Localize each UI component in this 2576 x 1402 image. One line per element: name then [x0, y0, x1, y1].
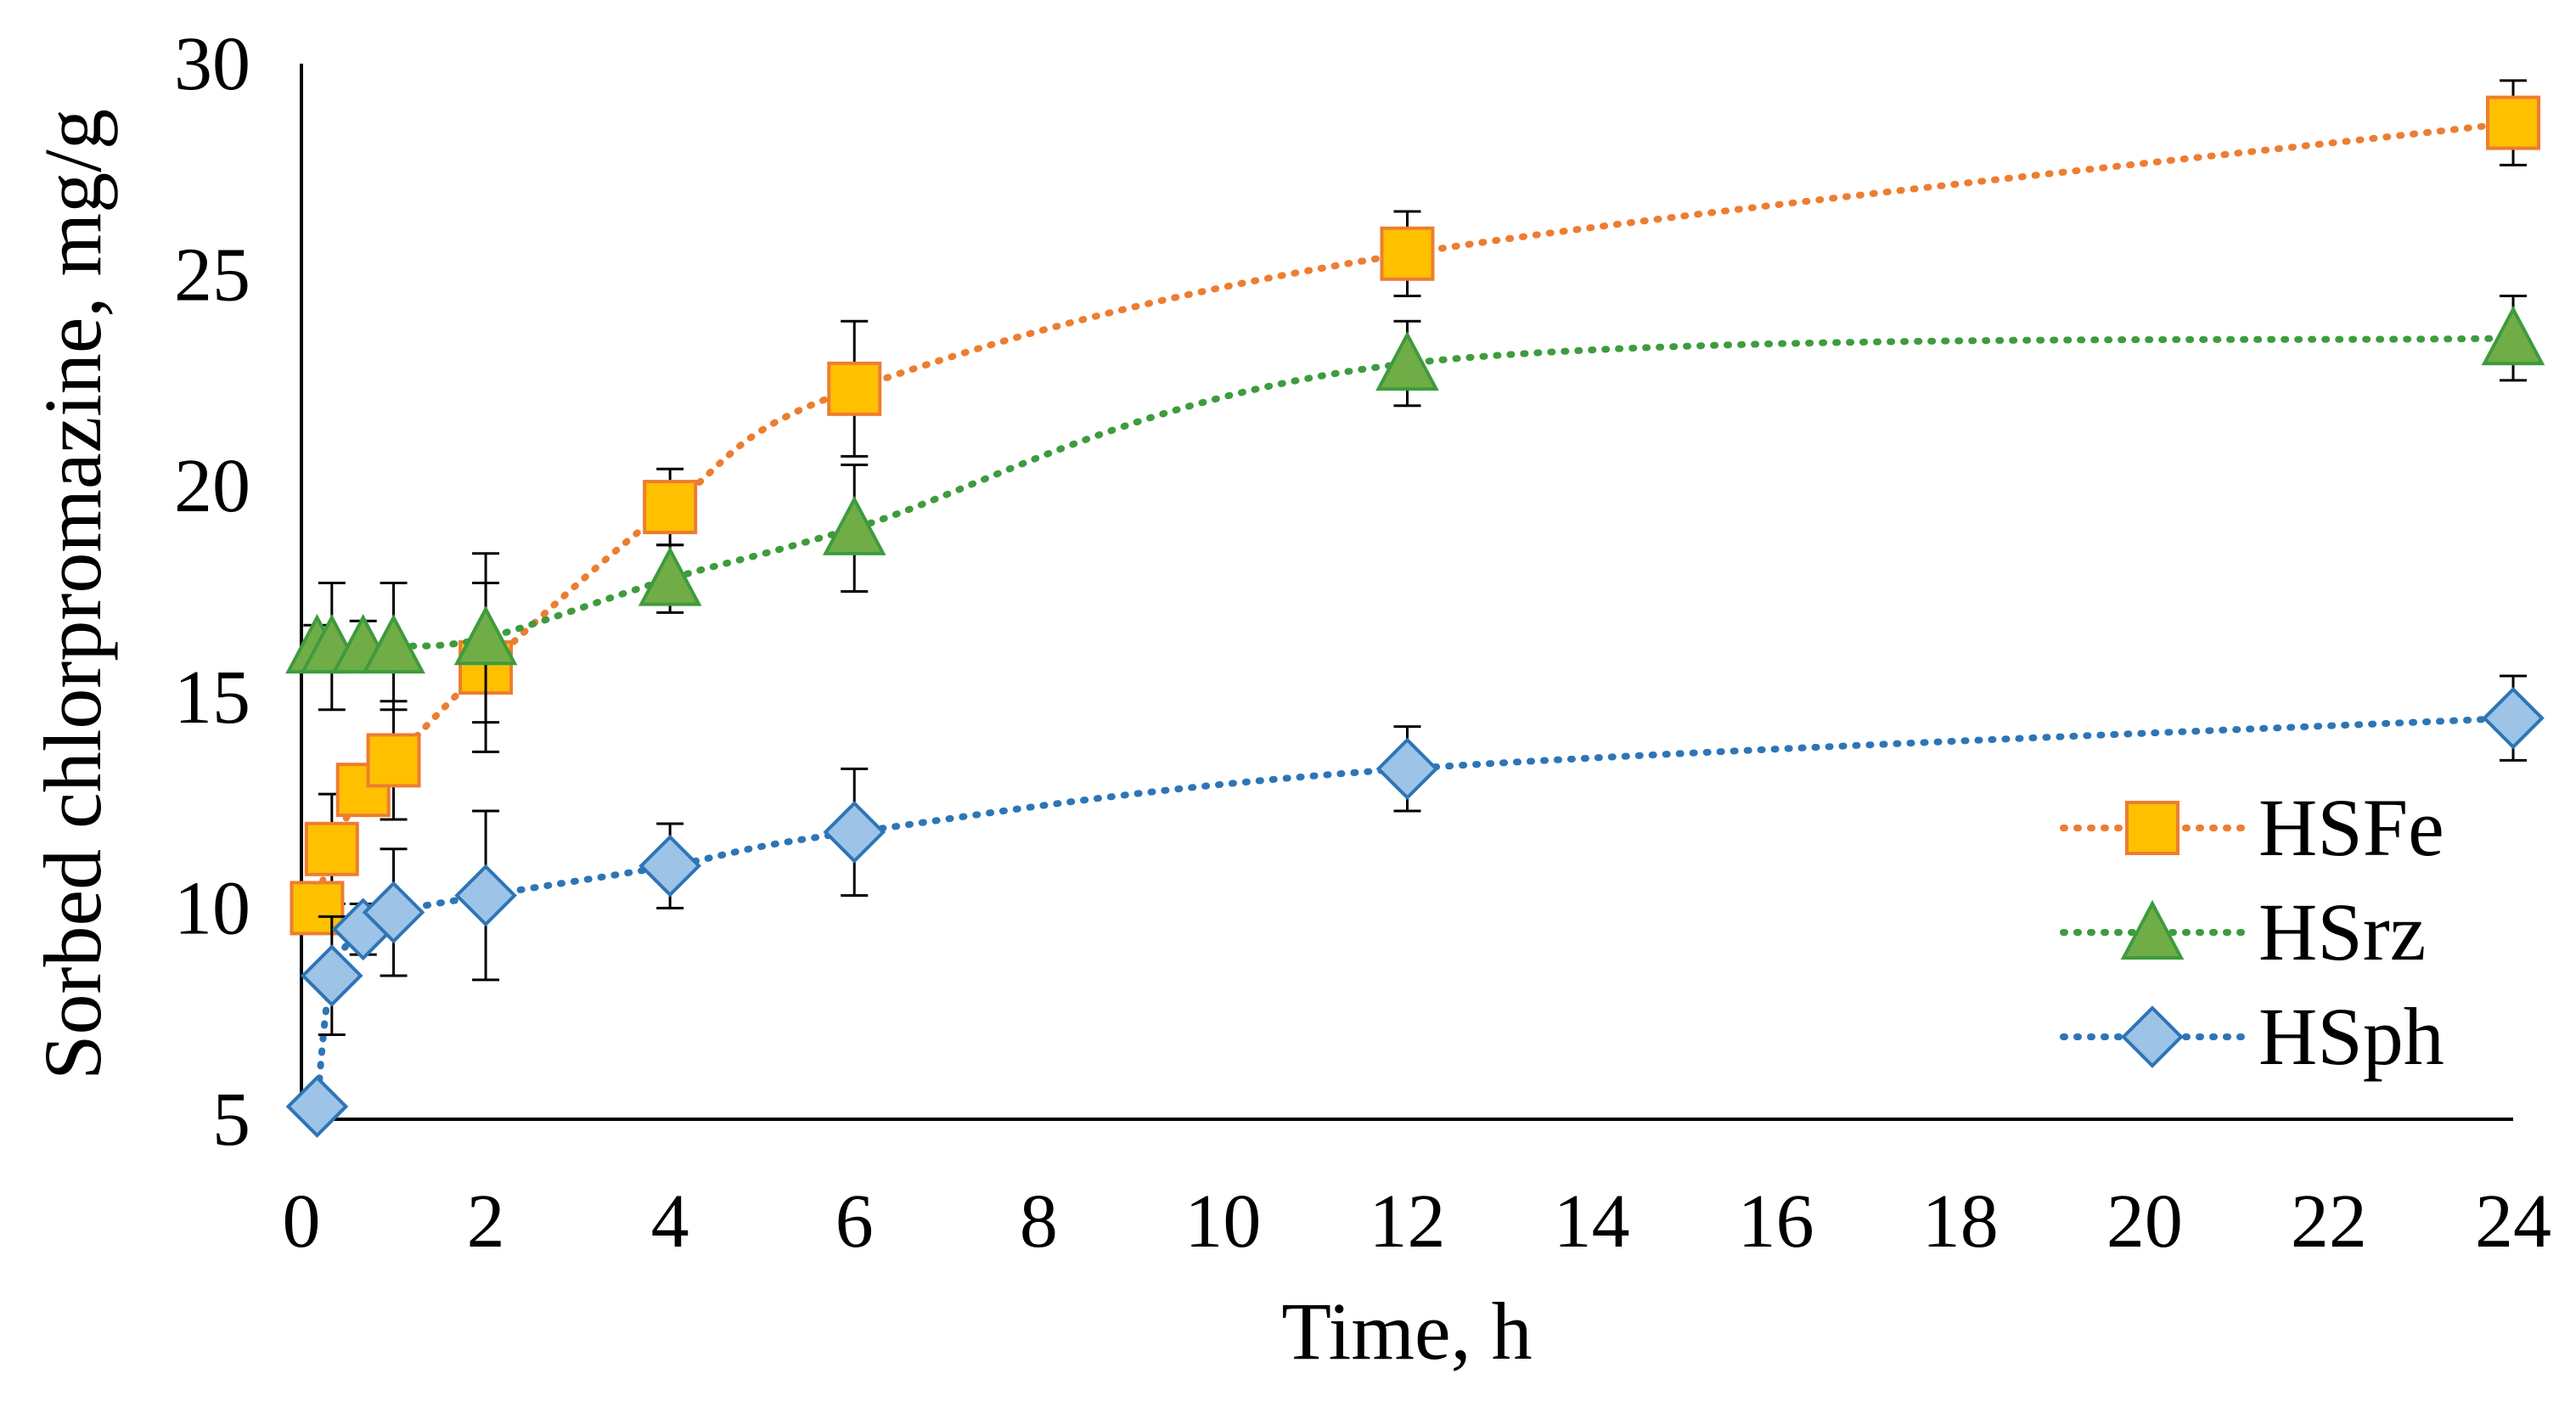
data-point-hsfe: [290, 881, 345, 936]
legend-item-hsfe: HSFe: [2060, 782, 2444, 873]
data-point-hsrz: [1375, 330, 1439, 391]
data-point-hsfe: [304, 821, 359, 876]
y-tick-label: 30: [174, 22, 250, 106]
data-point-hsrz: [822, 495, 886, 555]
data-point-hsph: [1375, 737, 1439, 801]
y-tick-label: 5: [212, 1078, 250, 1162]
x-axis-title: Time, h: [1281, 1286, 1532, 1377]
series-hsrz: [285, 294, 2545, 724]
data-point-hsrz: [362, 613, 425, 674]
x-tick-label: 16: [1738, 1180, 1814, 1264]
data-point-hsph: [285, 1075, 349, 1138]
x-tick-label: 14: [1554, 1180, 1630, 1264]
data-point-hsfe: [643, 480, 698, 535]
data-point-hsfe: [335, 763, 391, 818]
data-point-hsrz: [2481, 305, 2545, 366]
axes: [300, 64, 2513, 1121]
legend-label-hsfe: HSFe: [2258, 782, 2444, 873]
data-point-hsph: [454, 864, 517, 927]
x-tick-label: 12: [1370, 1180, 1446, 1264]
legend-item-hsrz: HSrz: [2060, 887, 2426, 977]
x-tick-label: 6: [835, 1180, 874, 1264]
data-point-hsrz: [453, 605, 518, 666]
series-layer: [285, 79, 2545, 1138]
data-point-hsph: [638, 834, 701, 898]
legend-marker-hsrz: [2120, 899, 2185, 960]
series-hsph: [285, 674, 2545, 1138]
data-point-hsfe: [2486, 95, 2540, 150]
x-tick-label: 18: [1922, 1180, 1999, 1264]
data-point-hsph: [823, 801, 886, 864]
y-tick-label: 15: [174, 656, 250, 740]
y-tick-label: 20: [174, 444, 250, 528]
legend-item-hsph: HSph: [2060, 991, 2444, 1082]
x-tick-label: 2: [467, 1180, 505, 1264]
y-axis-title: Sorbed chlorpromazine, mg/g: [27, 109, 118, 1080]
x-tick-label: 4: [651, 1180, 689, 1264]
x-tick-label: 10: [1184, 1180, 1261, 1264]
data-point-hsfe: [827, 361, 882, 416]
data-point-hsph: [300, 944, 363, 1007]
data-point-hsph: [362, 881, 425, 944]
data-point-hsfe: [1380, 226, 1435, 281]
x-tick-label: 0: [283, 1180, 321, 1264]
data-point-hsph: [2482, 686, 2545, 750]
legend-label-hsrz: HSrz: [2258, 887, 2426, 977]
legend-marker-hsfe: [2125, 801, 2179, 855]
x-tick-label: 20: [2106, 1180, 2183, 1264]
legend: HSFe HSrz HSph: [2060, 782, 2444, 1082]
data-point-hsfe: [366, 733, 421, 788]
y-tick-label: 10: [174, 866, 250, 950]
x-tick-label: 24: [2475, 1180, 2551, 1264]
series-hsfe: [290, 79, 2540, 936]
x-tick-label: 8: [1020, 1180, 1058, 1264]
data-point-hsrz: [638, 546, 702, 606]
y-tick-label: 25: [174, 234, 250, 318]
x-tick-label: 22: [2291, 1180, 2367, 1264]
legend-marker-hsph: [2121, 1005, 2184, 1068]
legend-label-hsph: HSph: [2258, 991, 2444, 1082]
